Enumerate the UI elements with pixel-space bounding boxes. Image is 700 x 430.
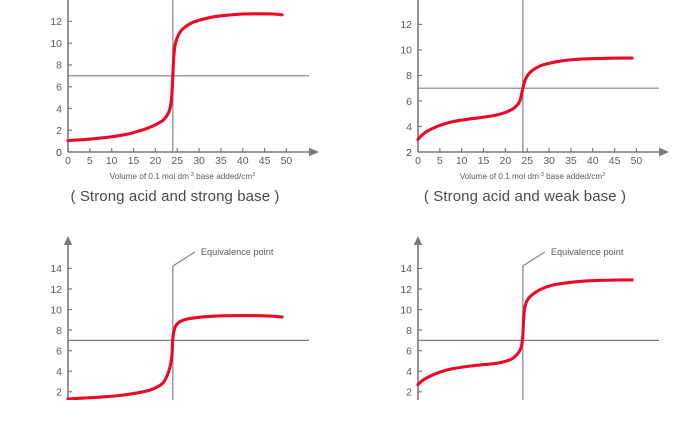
titration-chart-bottom-left: 2 4 6 8 10 12 14 Equivalence point (50, 236, 309, 400)
y-axis-origin-label: 0 (56, 147, 62, 159)
y-axis-tick-label: 6 (406, 96, 412, 108)
x-axis-tick-label: 0 (415, 155, 421, 167)
y-axis-tick-label: 10 (50, 38, 62, 50)
y-axis-tick-label: 4 (406, 366, 412, 378)
y-axis-tick-label: 12 (400, 19, 412, 31)
y-axis-tick-label: 4 (56, 366, 62, 378)
x-axis-tick-label: 35 (565, 155, 577, 167)
x-axis-arrowhead (309, 147, 319, 157)
x-axis-tick-label: 15 (128, 155, 140, 167)
x-axis-tick-label: 30 (543, 155, 555, 167)
titration-curve (66, 313, 284, 400)
equivalence-leader-line (172, 251, 196, 267)
chart-panel-bottom-left: 2 4 6 8 10 12 14 Equivalence point (0, 230, 350, 430)
x-axis-title: Volume of 0.1 mol dm-3 base added/cm3 (460, 172, 606, 181)
y-axis-tick-label: 10 (400, 304, 412, 316)
y-axis-tick-label: 2 (406, 387, 412, 399)
x-axis-tick-label: 25 (171, 155, 183, 167)
y-axis-tick-label: 6 (56, 82, 62, 94)
y-axis-tick-label: 6 (406, 345, 412, 357)
chart-panel-top-right: 0 5 10 15 20 25 30 35 40 45 50 Volume of 0.1 mol dm… (350, 0, 700, 205)
y-axis-tick-label: 8 (406, 325, 412, 337)
y-axis-tick-label: 8 (56, 325, 62, 337)
equivalence-point-label: Equivalence point (201, 247, 274, 257)
y-axis-tick-label: 4 (406, 121, 412, 133)
titration-chart-top-right: 0 5 10 15 20 25 30 35 40 45 50 Volume of 0.1 mol dm… (400, 0, 669, 181)
y-axis-tick-label: 12 (50, 284, 62, 296)
y-axis-tick-label: 0 (56, 147, 62, 159)
chart-caption-top-right: ( Strong acid and weak base ) (423, 188, 627, 205)
x-axis-tick-label: 20 (500, 155, 512, 167)
x-axis-tick-label: 20 (150, 155, 162, 167)
y-axis-tick-label: 12 (50, 16, 62, 28)
titration-curve (416, 56, 634, 141)
y-axis-tick-label: 12 (400, 284, 412, 296)
x-axis-title: Volume of 0.1 mol dm-3 base added/cm3 (110, 172, 256, 181)
equivalence-point-label: Equivalence point (551, 247, 624, 257)
x-axis-tick-label: 45 (609, 155, 621, 167)
titration-curve (416, 278, 634, 387)
y-axis-arrowhead (413, 236, 423, 245)
x-axis-tick-label: 30 (193, 155, 205, 167)
y-axis-tick-label: 2 (56, 125, 62, 137)
chart-panel-bottom-right: 2 4 6 8 10 12 14 Equivalence point (350, 230, 700, 430)
x-axis-tick-label: 40 (237, 155, 249, 167)
equivalence-leader-line (522, 251, 546, 267)
y-axis-tick-label: 14 (50, 263, 62, 275)
x-axis-tick-label: 0 (65, 155, 71, 167)
y-axis-tick-label: 2 (56, 387, 62, 399)
y-axis-tick-label: 8 (56, 60, 62, 72)
y-axis-tick-label: 10 (400, 45, 412, 57)
x-axis-tick-label: 5 (437, 155, 443, 167)
x-axis-tick-label: 45 (259, 155, 271, 167)
y-axis-tick-label: 10 (50, 304, 62, 316)
x-axis-tick-label: 10 (456, 155, 468, 167)
chart-caption-top-left: ( Strong acid and strong base ) (70, 188, 280, 205)
x-axis-tick-label: 50 (631, 155, 643, 167)
x-axis-tick-label: 40 (587, 155, 599, 167)
x-axis-tick-label: 10 (106, 155, 118, 167)
titration-chart-bottom-right: 2 4 6 8 10 12 14 Equivalence point (400, 236, 659, 400)
x-axis-tick-label: 35 (215, 155, 227, 167)
y-axis-origin-label: 2 (406, 147, 412, 159)
y-axis-tick-label: 4 (56, 103, 62, 115)
y-axis-tick-label: 14 (400, 263, 412, 275)
y-axis-tick-label: 8 (406, 70, 412, 82)
x-axis-tick-label: 5 (87, 155, 93, 167)
x-axis-tick-label: 15 (478, 155, 490, 167)
titration-curves-figure: 0 5 10 15 20 25 30 35 40 45 50 Volume of 0.1 mol dm… (0, 0, 700, 400)
chart-panel-top-left: 0 5 10 15 20 25 30 35 40 45 50 Volume of 0.1 mol dm… (0, 0, 350, 205)
x-axis-tick-label: 25 (521, 155, 533, 167)
y-axis-tick-label: 2 (406, 147, 412, 159)
x-axis-arrowhead (659, 147, 669, 157)
x-axis-tick-label: 50 (281, 155, 293, 167)
titration-curve (66, 12, 284, 143)
y-axis-arrowhead (63, 236, 73, 245)
y-axis-tick-label: 6 (56, 345, 62, 357)
